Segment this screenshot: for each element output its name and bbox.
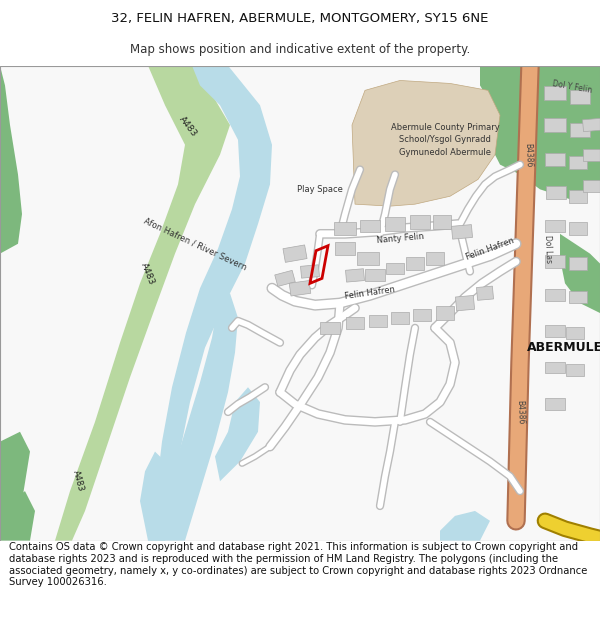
Bar [583, 149, 600, 161]
Bar [426, 252, 444, 265]
Text: Nanty Felin: Nanty Felin [376, 232, 424, 246]
Bar [546, 186, 566, 199]
Polygon shape [480, 66, 600, 199]
Bar [301, 265, 319, 278]
Bar [455, 296, 475, 311]
Bar [346, 269, 364, 282]
Text: Dol Y Felin: Dol Y Felin [551, 79, 593, 95]
Bar [545, 219, 565, 232]
Bar [334, 222, 356, 236]
Text: Play Space: Play Space [297, 185, 343, 194]
Bar [569, 257, 587, 270]
Text: Felin Hafren: Felin Hafren [464, 236, 515, 262]
Bar [289, 281, 311, 296]
Bar [545, 398, 565, 410]
Text: A483: A483 [177, 115, 199, 139]
Text: A483: A483 [71, 469, 85, 493]
Bar [569, 156, 587, 169]
Bar [545, 361, 565, 373]
Text: 32, FELIN HAFREN, ABERMULE, MONTGOMERY, SY15 6NE: 32, FELIN HAFREN, ABERMULE, MONTGOMERY, … [112, 12, 488, 25]
Bar [569, 222, 587, 236]
Bar [413, 309, 431, 321]
Bar [386, 262, 404, 274]
Polygon shape [148, 66, 272, 541]
Text: Map shows position and indicative extent of the property.: Map shows position and indicative extent… [130, 42, 470, 56]
Bar [451, 224, 473, 239]
Polygon shape [0, 432, 30, 541]
Polygon shape [55, 66, 230, 541]
Bar [570, 123, 590, 137]
Bar [275, 271, 295, 286]
Polygon shape [215, 388, 260, 481]
Polygon shape [140, 451, 170, 541]
Bar [570, 91, 590, 104]
Bar [360, 219, 380, 232]
Polygon shape [352, 81, 500, 206]
Bar [583, 181, 600, 192]
Bar [391, 311, 409, 324]
Bar [583, 118, 600, 132]
Bar [369, 314, 387, 328]
Polygon shape [440, 511, 490, 541]
Bar [566, 364, 584, 376]
Polygon shape [560, 234, 600, 313]
Text: Contains OS data © Crown copyright and database right 2021. This information is : Contains OS data © Crown copyright and d… [9, 542, 587, 587]
Bar [476, 286, 494, 301]
Bar [545, 289, 565, 301]
Bar [283, 245, 307, 262]
Bar [410, 215, 430, 229]
Bar [433, 215, 451, 229]
Bar [346, 317, 364, 329]
Bar [545, 255, 565, 268]
Text: B4386: B4386 [515, 399, 525, 424]
Bar [406, 257, 424, 270]
Bar [544, 118, 566, 132]
Text: Dol Las: Dol Las [543, 234, 553, 263]
Bar [566, 327, 584, 339]
Polygon shape [0, 491, 35, 541]
Bar [545, 153, 565, 166]
Bar [569, 291, 587, 303]
Text: Afon Hafren / River Severn: Afon Hafren / River Severn [142, 216, 248, 272]
Bar [569, 190, 587, 202]
Bar [385, 217, 405, 231]
Bar [335, 242, 355, 255]
Bar [544, 86, 566, 100]
Bar [545, 325, 565, 337]
Bar [365, 269, 385, 281]
Polygon shape [160, 293, 238, 541]
Bar [357, 252, 379, 265]
Text: ABERMULE: ABERMULE [527, 341, 600, 354]
Text: Abermule County Primary
School/Ysgol Gynradd
Gymunedol Abermule: Abermule County Primary School/Ysgol Gyn… [391, 123, 499, 157]
Polygon shape [0, 66, 22, 254]
Bar [320, 322, 340, 334]
Text: B4386: B4386 [523, 142, 533, 167]
Bar [436, 306, 454, 320]
Text: Felin Hafren: Felin Hafren [344, 285, 396, 301]
Text: A483: A483 [139, 261, 157, 286]
